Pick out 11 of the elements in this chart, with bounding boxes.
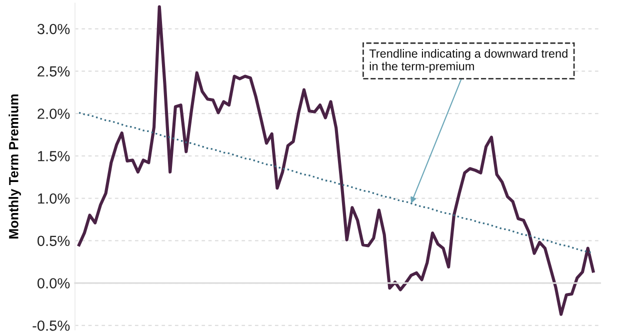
y-tick-label: 0.5% [37,236,70,246]
y-tick-label: 1.0% [38,193,70,204]
y-tick-label: -0.5% [32,320,70,331]
y-tick-label: 1.5% [38,151,70,162]
line-series [78,5,595,316]
y-tick-label: 2.5% [38,66,70,77]
y-axis-title: Monthly Term Premium [8,94,21,238]
y-tick-label: 0.0% [37,278,70,288]
annotation: Trendline indicating a downward trend in the term-premium [369,49,568,73]
y-tick-label: 2.0% [38,108,70,119]
y-tick-label: 3.0% [37,24,70,34]
